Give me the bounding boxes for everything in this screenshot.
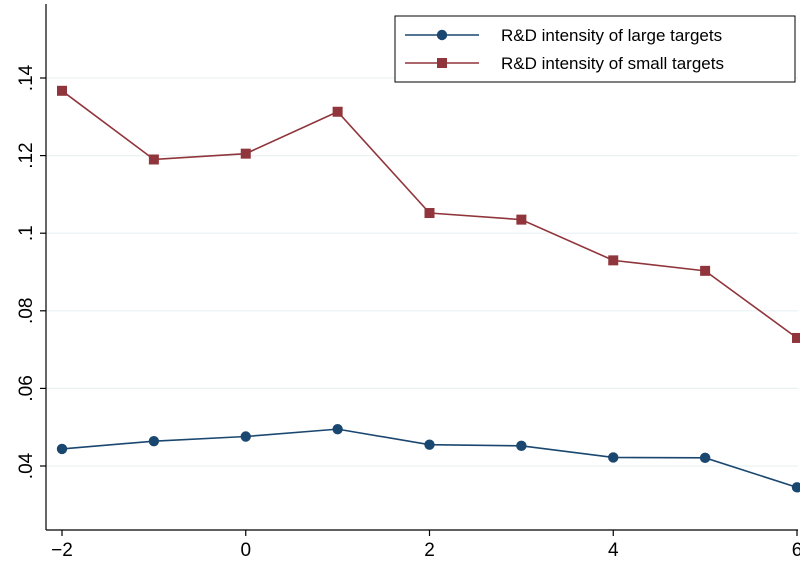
legend-key-marker [436,29,448,41]
y-tick-label: .08 [16,298,37,324]
x-tick-label: 4 [608,540,619,561]
legend-key-marker [437,58,447,68]
data-point [148,435,160,447]
data-point [148,154,159,165]
x-tick-label: 0 [240,540,251,561]
data-point [240,431,251,442]
y-tick-label: .04 [16,452,37,479]
data-point [424,439,435,450]
data-point [56,443,68,455]
series-0 [56,423,800,493]
axes: .04 .06 .08 .1 .12 .14 −2 0 2 4 6 [16,4,800,561]
data-point [516,440,527,452]
x-tick-label: 6 [792,540,800,561]
data-point [516,214,527,225]
legend-label: R&D intensity of small targets [501,54,724,73]
data-point [608,452,619,463]
legend-item-1: R&D intensity of small targets [405,54,724,73]
data-point [332,106,343,117]
y-tick-label: .14 [16,64,37,91]
data-point [700,265,711,276]
y-tick-label: .06 [16,375,37,401]
data-point [699,452,711,464]
legend-item-0: R&D intensity of large targets [405,26,722,45]
legend: R&D intensity of large targets R&D intens… [394,15,796,83]
legend-label: R&D intensity of large targets [501,26,722,45]
x-tick-label: −2 [51,540,73,561]
data-point [240,148,251,159]
x-tick-label: 2 [424,540,435,561]
data-point [791,482,800,493]
data-point [608,255,619,266]
series-layer [56,85,800,493]
y-tick-label: .12 [16,142,37,168]
legend-box [394,15,796,83]
data-point [424,208,435,219]
data-point [57,85,67,96]
y-tick-label: .1 [16,225,37,241]
series-1 [57,85,800,343]
data-point [332,423,343,435]
data-point [792,332,800,343]
